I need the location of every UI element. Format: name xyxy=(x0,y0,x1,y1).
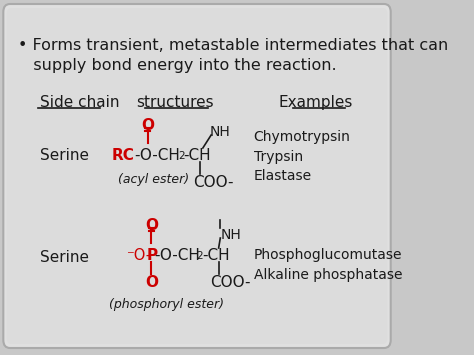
Text: structures: structures xyxy=(136,95,213,110)
Text: Chymotrypsin
Trypsin
Elastase: Chymotrypsin Trypsin Elastase xyxy=(254,130,350,183)
Text: (acyl ester): (acyl ester) xyxy=(118,173,189,186)
Text: -O-CH: -O-CH xyxy=(155,248,201,263)
Text: NH: NH xyxy=(210,125,230,139)
Text: COO-: COO- xyxy=(193,175,233,190)
Text: Phosphoglucomutase
Alkaline phosphatase: Phosphoglucomutase Alkaline phosphatase xyxy=(254,248,402,282)
FancyBboxPatch shape xyxy=(3,4,391,348)
Text: O: O xyxy=(145,218,158,233)
Text: Examples: Examples xyxy=(279,95,353,110)
Text: ⁻O-: ⁻O- xyxy=(127,248,152,263)
Text: Side chain: Side chain xyxy=(40,95,119,110)
Text: 2: 2 xyxy=(196,251,203,261)
Text: (phosphoryl ester): (phosphoryl ester) xyxy=(109,298,224,311)
Text: -CH: -CH xyxy=(184,148,211,163)
Text: RC: RC xyxy=(112,148,135,163)
Text: O: O xyxy=(145,275,158,290)
Text: NH: NH xyxy=(220,228,241,242)
FancyBboxPatch shape xyxy=(7,8,387,344)
Text: O: O xyxy=(141,118,155,133)
Text: P: P xyxy=(146,248,157,263)
Text: -CH: -CH xyxy=(202,248,229,263)
Text: -O-CH: -O-CH xyxy=(135,148,181,163)
Text: • Forms transient, metastable intermediates that can
   supply bond energy into : • Forms transient, metastable intermedia… xyxy=(18,38,448,73)
Text: Serine: Serine xyxy=(40,251,89,266)
Text: Serine: Serine xyxy=(40,147,89,163)
Text: 2: 2 xyxy=(178,151,184,161)
Text: COO-: COO- xyxy=(210,275,251,290)
